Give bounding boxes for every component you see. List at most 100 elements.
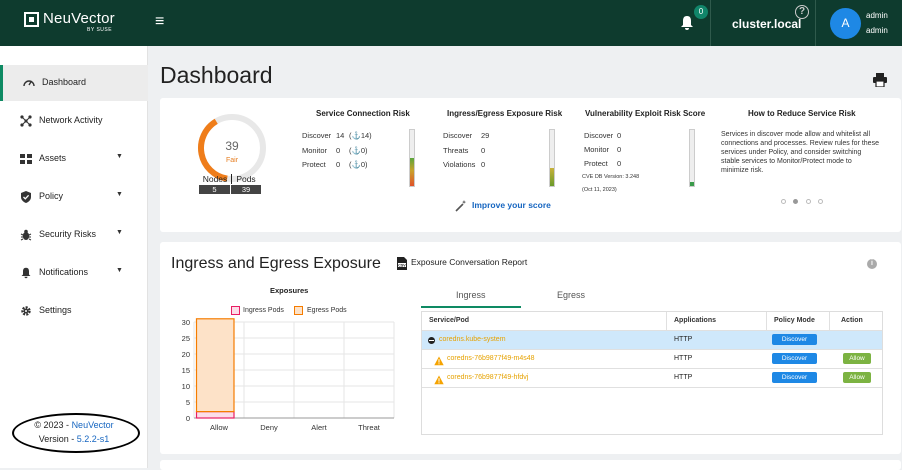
policy-mode-button[interactable]: Discover bbox=[772, 353, 817, 364]
csv-report-icon[interactable]: CSV bbox=[396, 257, 408, 270]
x-tick-label: Allow bbox=[210, 423, 229, 432]
legend-swatch-ingress[interactable] bbox=[231, 306, 240, 315]
sidebar-item-label: Settings bbox=[39, 305, 72, 315]
legend-label-ingress: Ingress Pods bbox=[243, 307, 284, 314]
column-header-policy-mode[interactable]: Policy Mode bbox=[774, 317, 815, 324]
vuln-discover-label: Discover bbox=[584, 131, 613, 140]
sidebar-item-assets[interactable]: Assets ▼ bbox=[0, 141, 148, 177]
user-name[interactable]: admin bbox=[866, 11, 888, 20]
tab-ingress[interactable]: Ingress bbox=[456, 290, 486, 300]
svg-text:CSV: CSV bbox=[398, 263, 406, 267]
exposure-violations-label: Violations bbox=[443, 160, 475, 169]
info-icon[interactable]: i bbox=[867, 259, 877, 269]
exposure-discover-value: 29 bbox=[481, 131, 489, 140]
print-icon[interactable] bbox=[873, 73, 887, 87]
pod-name[interactable]: coredns-76b9877f49-hfdvj bbox=[447, 374, 528, 381]
exposure-report-link[interactable]: Exposure Conversation Report bbox=[411, 257, 527, 267]
policy-mode-button[interactable]: Discover bbox=[772, 372, 817, 383]
application: HTTP bbox=[674, 374, 692, 381]
legend-swatch-egress[interactable] bbox=[294, 306, 303, 315]
exposure-violations-value: 0 bbox=[481, 160, 485, 169]
service-name[interactable]: coredns.kube-system bbox=[439, 336, 506, 343]
next-card bbox=[160, 460, 901, 470]
shield-icon bbox=[20, 191, 32, 203]
bar-egress-pods bbox=[197, 319, 235, 412]
sidebar-item-network-activity[interactable]: Network Activity bbox=[0, 103, 148, 139]
divider bbox=[231, 174, 232, 184]
divider bbox=[815, 0, 816, 46]
bug-icon bbox=[20, 229, 32, 241]
logo-mark-icon bbox=[24, 12, 39, 27]
application: HTTP bbox=[674, 355, 692, 362]
sidebar-item-notifications[interactable]: Notifications ▼ bbox=[0, 255, 148, 291]
divider bbox=[710, 0, 711, 46]
hamburger-icon[interactable]: ≡ bbox=[155, 13, 164, 31]
vuln-monitor-label: Monitor bbox=[584, 145, 609, 154]
vuln-protect-value: 0 bbox=[617, 159, 621, 168]
action-allow-button[interactable]: Allow bbox=[843, 353, 871, 364]
service-risk-discover-value: 14 bbox=[336, 131, 344, 140]
avatar[interactable]: A bbox=[830, 8, 861, 39]
table-row[interactable]: coredns-76b9877f49-m4s48 HTTP Discover A… bbox=[422, 349, 882, 368]
tab-egress[interactable]: Egress bbox=[557, 290, 585, 300]
y-tick-label: 10 bbox=[182, 382, 190, 391]
sidebar-item-label: Dashboard bbox=[42, 77, 86, 87]
annotation-oval bbox=[12, 413, 140, 453]
vuln-risk-title: Vulnerability Exploit Risk Score bbox=[585, 109, 705, 118]
exposure-discover-label: Discover bbox=[443, 131, 472, 140]
sidebar-item-settings[interactable]: Settings bbox=[0, 293, 148, 329]
exposure-threats-value: 0 bbox=[481, 146, 485, 155]
carousel-dot[interactable] bbox=[781, 199, 786, 204]
action-allow-button[interactable]: Allow bbox=[843, 372, 871, 383]
improve-score-link[interactable]: Improve your score bbox=[472, 200, 551, 210]
policy-mode-button[interactable]: Discover bbox=[772, 334, 817, 345]
legend-label-egress: Egress Pods bbox=[307, 307, 347, 314]
brand-name: NeuVector bbox=[43, 10, 115, 27]
y-tick-label: 15 bbox=[182, 366, 190, 375]
y-tick-label: 0 bbox=[186, 414, 190, 423]
gauge-icon bbox=[23, 77, 35, 89]
carousel-dot[interactable] bbox=[806, 199, 811, 204]
vuln-monitor-value: 0 bbox=[617, 145, 621, 154]
page-title: Dashboard bbox=[160, 62, 273, 89]
notification-badge: 0 bbox=[694, 5, 708, 19]
cve-db-date: (Oct 11, 2023) bbox=[582, 187, 617, 193]
vuln-risk-bar bbox=[689, 129, 695, 187]
nodes-label: Nodes bbox=[200, 174, 230, 184]
column-header-action[interactable]: Action bbox=[841, 317, 863, 324]
y-tick-label: 20 bbox=[182, 350, 190, 359]
service-risk-protect-label: Protect bbox=[302, 160, 326, 169]
exposure-table: Service/Pod Applications Policy Mode Act… bbox=[421, 311, 883, 435]
howto-text: Services in discover mode allow and whit… bbox=[721, 130, 881, 175]
carousel-dot[interactable] bbox=[818, 199, 823, 204]
x-tick-label: Alert bbox=[311, 423, 327, 432]
help-icon[interactable]: ? bbox=[795, 5, 809, 19]
pod-name[interactable]: coredns-76b9877f49-m4s48 bbox=[447, 355, 535, 362]
magic-wand-icon[interactable] bbox=[455, 199, 467, 211]
chevron-down-icon: ▼ bbox=[116, 267, 123, 274]
sidebar-item-label: Security Risks bbox=[39, 229, 96, 239]
service-risk-discover-extra: (⚓14) bbox=[349, 131, 372, 140]
sidebar-item-dashboard[interactable]: Dashboard bbox=[0, 65, 148, 101]
neuvector-logo[interactable]: NeuVector BY SUSE bbox=[24, 9, 199, 37]
sidebar-item-policy[interactable]: Policy ▼ bbox=[0, 179, 148, 215]
table-row[interactable]: coredns-76b9877f49-hfdvj HTTP Discover A… bbox=[422, 368, 882, 387]
cluster-selector[interactable]: cluster.local bbox=[732, 17, 801, 31]
top-bar: NeuVector BY SUSE ≡ 0 cluster.local ? A … bbox=[0, 0, 902, 46]
service-risk-bar bbox=[409, 129, 415, 187]
table-row[interactable]: coredns.kube-system HTTP Discover bbox=[422, 330, 882, 349]
chevron-down-icon: ▼ bbox=[116, 229, 123, 236]
carousel-dot-active[interactable] bbox=[793, 199, 798, 204]
exposure-bar-chart: 0 5 10 15 20 25 30 Allow Deny Alert Threat bbox=[170, 316, 410, 438]
notification-bell-icon[interactable] bbox=[680, 15, 694, 31]
collapse-icon[interactable] bbox=[428, 337, 435, 344]
column-header-service[interactable]: Service/Pod bbox=[429, 317, 469, 324]
sidebar-item-label: Policy bbox=[39, 191, 63, 201]
sidebar-item-security-risks[interactable]: Security Risks ▼ bbox=[0, 217, 148, 253]
vuln-protect-label: Protect bbox=[584, 159, 608, 168]
column-header-applications[interactable]: Applications bbox=[674, 317, 716, 324]
x-tick-label: Deny bbox=[260, 423, 278, 432]
network-icon bbox=[20, 115, 32, 127]
cve-db-version: CVE DB Version: 3.248 bbox=[582, 174, 639, 180]
bar-ingress-pods bbox=[197, 412, 235, 418]
